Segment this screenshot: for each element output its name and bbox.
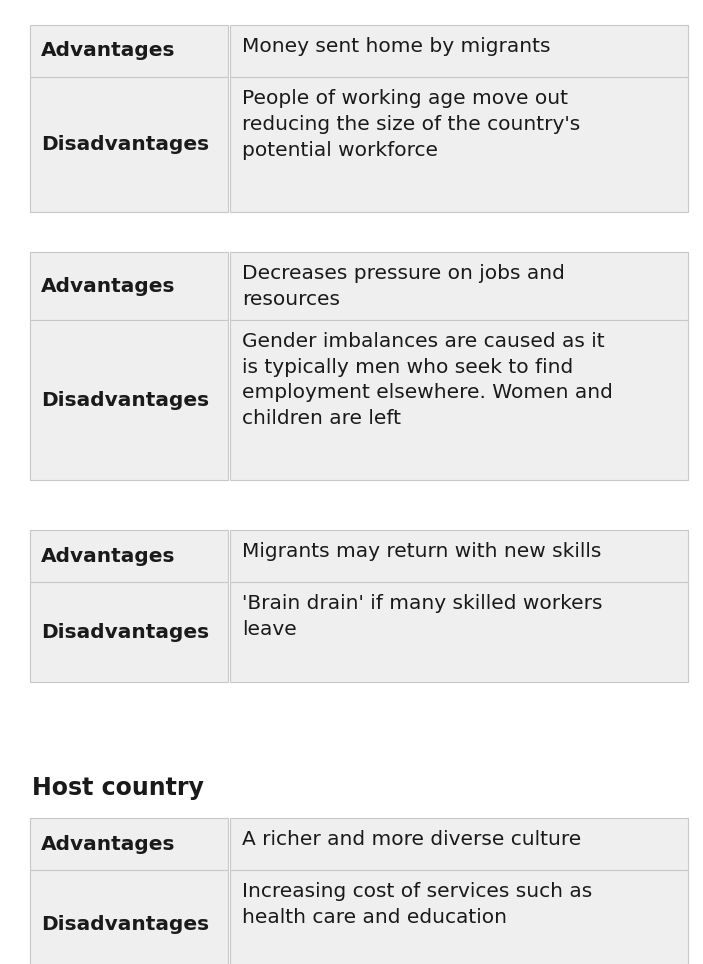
Bar bbox=[230, 77, 688, 212]
Text: Disadvantages: Disadvantages bbox=[41, 135, 209, 154]
Text: 'Brain drain' if many skilled workers
leave: 'Brain drain' if many skilled workers le… bbox=[242, 594, 602, 639]
Text: Advantages: Advantages bbox=[41, 547, 176, 566]
Bar bbox=[230, 870, 688, 964]
Bar bbox=[30, 252, 228, 320]
Bar bbox=[30, 818, 228, 870]
Text: Gender imbalances are caused as it
is typically men who seek to find
employment : Gender imbalances are caused as it is ty… bbox=[242, 332, 613, 428]
Text: Increasing cost of services such as
health care and education: Increasing cost of services such as heal… bbox=[242, 882, 592, 926]
Text: Disadvantages: Disadvantages bbox=[41, 916, 209, 934]
Text: A richer and more diverse culture: A richer and more diverse culture bbox=[242, 830, 581, 849]
Text: Decreases pressure on jobs and
resources: Decreases pressure on jobs and resources bbox=[242, 264, 565, 308]
Bar bbox=[230, 25, 688, 77]
Text: Money sent home by migrants: Money sent home by migrants bbox=[242, 37, 550, 56]
Text: Host country: Host country bbox=[32, 776, 204, 800]
Bar bbox=[230, 530, 688, 582]
Bar bbox=[30, 530, 228, 582]
Bar bbox=[30, 582, 228, 682]
Bar bbox=[230, 582, 688, 682]
Text: Advantages: Advantages bbox=[41, 835, 176, 853]
Bar bbox=[30, 320, 228, 480]
Text: Disadvantages: Disadvantages bbox=[41, 623, 209, 641]
Text: Disadvantages: Disadvantages bbox=[41, 390, 209, 410]
Bar bbox=[30, 870, 228, 964]
Bar bbox=[30, 77, 228, 212]
Text: Advantages: Advantages bbox=[41, 277, 176, 296]
Text: People of working age move out
reducing the size of the country's
potential work: People of working age move out reducing … bbox=[242, 89, 580, 159]
Bar bbox=[230, 818, 688, 870]
Bar bbox=[30, 25, 228, 77]
Text: Migrants may return with new skills: Migrants may return with new skills bbox=[242, 542, 601, 561]
Bar bbox=[230, 252, 688, 320]
Bar bbox=[230, 320, 688, 480]
Text: Advantages: Advantages bbox=[41, 41, 176, 61]
